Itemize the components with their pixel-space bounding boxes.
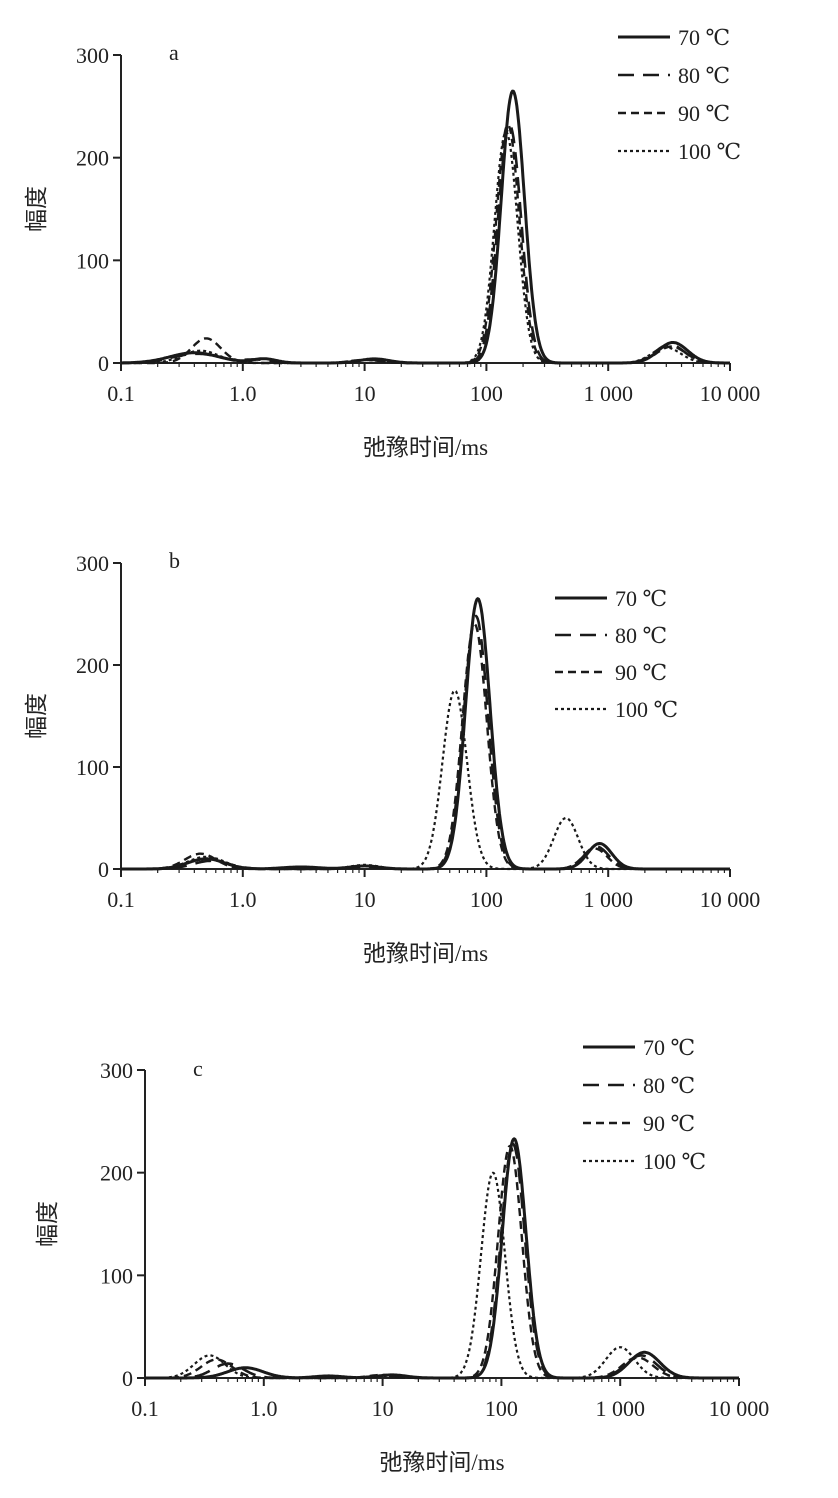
legend-label: 100 ℃ xyxy=(615,697,678,722)
y-axis-title: 幅度 xyxy=(35,1201,60,1247)
x-axis-title: 弛豫时间/ms xyxy=(363,941,488,966)
y-tick-label: 100 xyxy=(76,755,109,780)
x-axis-title: 弛豫时间/ms xyxy=(379,1450,504,1475)
x-tick-label: 1.0 xyxy=(229,887,257,912)
panel-tag: c xyxy=(193,1056,203,1081)
legend-label: 80 ℃ xyxy=(615,623,667,648)
legend-label: 70 ℃ xyxy=(643,1035,695,1060)
legend-label: 90 ℃ xyxy=(643,1111,695,1136)
y-tick-label: 100 xyxy=(100,1263,133,1288)
series-line-2 xyxy=(120,614,731,871)
series-line-3 xyxy=(120,623,731,871)
x-tick-label: 100 xyxy=(485,1396,518,1421)
x-tick-label: 10 000 xyxy=(700,381,761,406)
y-tick-label: 200 xyxy=(100,1161,133,1186)
y-tick-label: 200 xyxy=(76,653,109,678)
legend-label: 90 ℃ xyxy=(615,660,667,685)
legend-label: 80 ℃ xyxy=(643,1073,695,1098)
x-tick-label: 0.1 xyxy=(131,1396,159,1421)
y-tick-label: 100 xyxy=(76,248,109,273)
y-tick-label: 300 xyxy=(76,551,109,576)
x-tick-label: 1.0 xyxy=(250,1396,278,1421)
series-line-1 xyxy=(120,89,731,365)
series-line-4 xyxy=(144,1171,740,1380)
x-tick-label: 10 xyxy=(354,381,376,406)
y-tick-label: 0 xyxy=(98,857,109,882)
x-tick-label: 100 xyxy=(470,887,503,912)
series-line-2 xyxy=(144,1142,740,1380)
x-tick-label: 10 000 xyxy=(709,1396,770,1421)
series-line-2 xyxy=(120,123,731,365)
series-line-4 xyxy=(120,689,731,871)
x-tick-label: 0.1 xyxy=(107,381,135,406)
chart-panel-b: 0 100 200 300 0.1 1.0 10 100 1 000 10 000 弛豫时间/ms 幅… xyxy=(24,548,760,966)
x-tick-label: 10 xyxy=(372,1396,394,1421)
y-tick-label: 0 xyxy=(98,351,109,376)
y-tick-label: 300 xyxy=(100,1058,133,1083)
x-tick-label: 1 000 xyxy=(583,887,633,912)
legend-label: 80 ℃ xyxy=(678,63,730,88)
chart-panel-c: 0 100 200 300 0.1 1.0 10 100 1 000 10 000 弛豫时间/ms 幅… xyxy=(35,1035,769,1475)
legend-label: 70 ℃ xyxy=(615,586,667,611)
y-tick-label: 200 xyxy=(76,146,109,171)
series-line-4 xyxy=(120,131,731,365)
x-tick-label: 1 000 xyxy=(595,1396,645,1421)
x-tick-label: 1.0 xyxy=(229,381,257,406)
legend-label: 90 ℃ xyxy=(678,101,730,126)
panel-tag: a xyxy=(169,40,179,65)
x-tick-label: 1 000 xyxy=(583,381,633,406)
x-tick-label: 0.1 xyxy=(107,887,135,912)
series-line-3 xyxy=(144,1144,740,1380)
y-tick-label: 300 xyxy=(76,43,109,68)
x-tick-label: 100 xyxy=(470,381,503,406)
x-axis-title: 弛豫时间/ms xyxy=(363,435,488,460)
series-line-3 xyxy=(120,123,731,365)
y-axis-title: 幅度 xyxy=(24,693,49,739)
chart-panel-a: 0 100 200 300 0.1 1.0 10 100 1 000 10 000 弛豫时间/ms 幅… xyxy=(24,25,760,460)
series-line-1 xyxy=(144,1137,740,1380)
legend-label: 100 ℃ xyxy=(643,1149,706,1174)
x-tick-label: 10 000 xyxy=(700,887,761,912)
y-axis-title: 幅度 xyxy=(24,186,49,232)
legend-label: 70 ℃ xyxy=(678,25,730,50)
x-tick-label: 10 xyxy=(354,887,376,912)
panel-tag: b xyxy=(169,548,180,573)
legend-label: 100 ℃ xyxy=(678,139,741,164)
y-tick-label: 0 xyxy=(122,1366,133,1391)
